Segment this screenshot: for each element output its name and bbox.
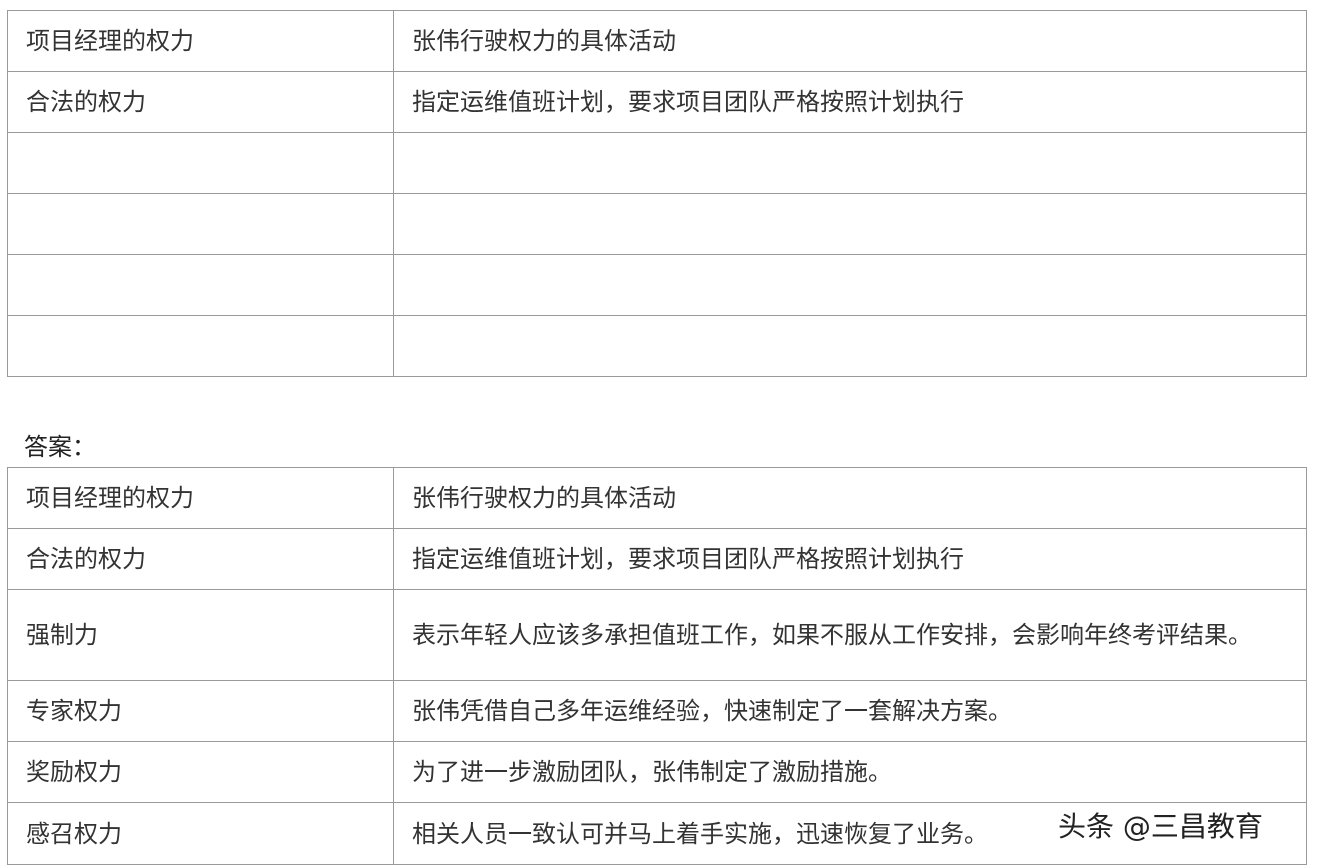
- watermark: 头条 @三昌教育: [1058, 810, 1263, 843]
- table-cell: 指定运维值班计划，要求项目团队严格按照计划执行: [393, 71, 1307, 133]
- table-cell: 指定运维值班计划，要求项目团队严格按照计划执行: [393, 528, 1307, 590]
- table-row: [7, 132, 1307, 194]
- table-cell: 专家权力: [7, 680, 394, 742]
- table-row: 项目经理的权力 张伟行驶权力的具体活动: [7, 10, 1307, 72]
- table-cell: [393, 193, 1307, 255]
- table-cell: 项目经理的权力: [7, 10, 394, 72]
- answer-label: 答案：: [24, 433, 96, 461]
- table-cell: 项目经理的权力: [7, 467, 394, 529]
- table-row: 合法的权力 指定运维值班计划，要求项目团队严格按照计划执行: [7, 528, 1307, 590]
- table-row: 强制力 表示年轻人应该多承担值班工作，如果不服从工作安排，会影响年终考评结果。: [7, 589, 1307, 681]
- table-cell: 合法的权力: [7, 71, 394, 133]
- answer-table: 项目经理的权力 张伟行驶权力的具体活动 合法的权力 指定运维值班计划，要求项目团队严格…: [7, 467, 1307, 865]
- table-cell: [7, 315, 394, 377]
- table-row: 项目经理的权力 张伟行驶权力的具体活动: [7, 467, 1307, 529]
- table-cell: 感召权力: [7, 802, 394, 865]
- table-cell: [7, 132, 394, 194]
- table-row: 合法的权力 指定运维值班计划，要求项目团队严格按照计划执行: [7, 71, 1307, 133]
- table-cell: 强制力: [7, 589, 394, 681]
- table-cell: [7, 254, 394, 316]
- table-row: [7, 254, 1307, 316]
- table-row: [7, 193, 1307, 255]
- table-cell: 表示年轻人应该多承担值班工作，如果不服从工作安排，会影响年终考评结果。: [393, 589, 1307, 681]
- table-cell: 相关人员一致认可并马上着手实施，迅速恢复了业务。: [393, 802, 1307, 865]
- table-cell: [393, 315, 1307, 377]
- table-cell: [393, 254, 1307, 316]
- table-cell: [7, 193, 394, 255]
- blank-table: 项目经理的权力 张伟行驶权力的具体活动 合法的权力 指定运维值班计划，要求项目团队严格…: [7, 10, 1307, 377]
- table-cell: 张伟凭借自己多年运维经验，快速制定了一套解决方案。: [393, 680, 1307, 742]
- table-row: 奖励权力 为了进一步激励团队，张伟制定了激励措施。: [7, 741, 1307, 803]
- table-cell: 为了进一步激励团队，张伟制定了激励措施。: [393, 741, 1307, 803]
- table-cell: 合法的权力: [7, 528, 394, 590]
- table-row: 专家权力 张伟凭借自己多年运维经验，快速制定了一套解决方案。: [7, 680, 1307, 742]
- table-cell: [393, 132, 1307, 194]
- table-cell: 张伟行驶权力的具体活动: [393, 467, 1307, 529]
- table-cell: 奖励权力: [7, 741, 394, 803]
- table-row: 感召权力 相关人员一致认可并马上着手实施，迅速恢复了业务。: [7, 802, 1307, 865]
- table-row: [7, 315, 1307, 377]
- table-cell: 张伟行驶权力的具体活动: [393, 10, 1307, 72]
